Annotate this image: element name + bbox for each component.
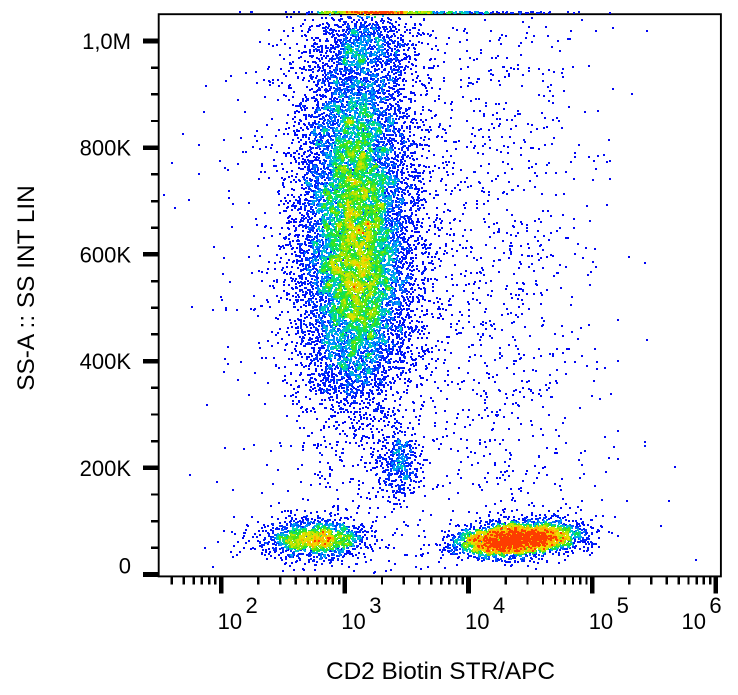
svg-text:600K: 600K [80, 242, 132, 267]
svg-text:800K: 800K [80, 136, 132, 161]
svg-text:10: 10 [465, 609, 489, 634]
svg-text:CD2 Biotin STR/APC: CD2 Biotin STR/APC [326, 658, 555, 685]
svg-text:1,0M: 1,0M [82, 29, 131, 54]
svg-text:10: 10 [341, 609, 365, 634]
svg-text:0: 0 [119, 553, 131, 578]
svg-text:10: 10 [682, 609, 706, 634]
svg-text:2: 2 [246, 593, 258, 618]
svg-text:6: 6 [709, 593, 721, 618]
svg-text:5: 5 [617, 593, 629, 618]
svg-text:200K: 200K [80, 456, 132, 481]
svg-text:10: 10 [218, 609, 242, 634]
svg-text:400K: 400K [80, 349, 132, 374]
svg-text:4: 4 [493, 593, 505, 618]
svg-text:10: 10 [589, 609, 613, 634]
svg-text:3: 3 [369, 593, 381, 618]
svg-text:SS-A :: SS INT LIN: SS-A :: SS INT LIN [13, 185, 40, 391]
